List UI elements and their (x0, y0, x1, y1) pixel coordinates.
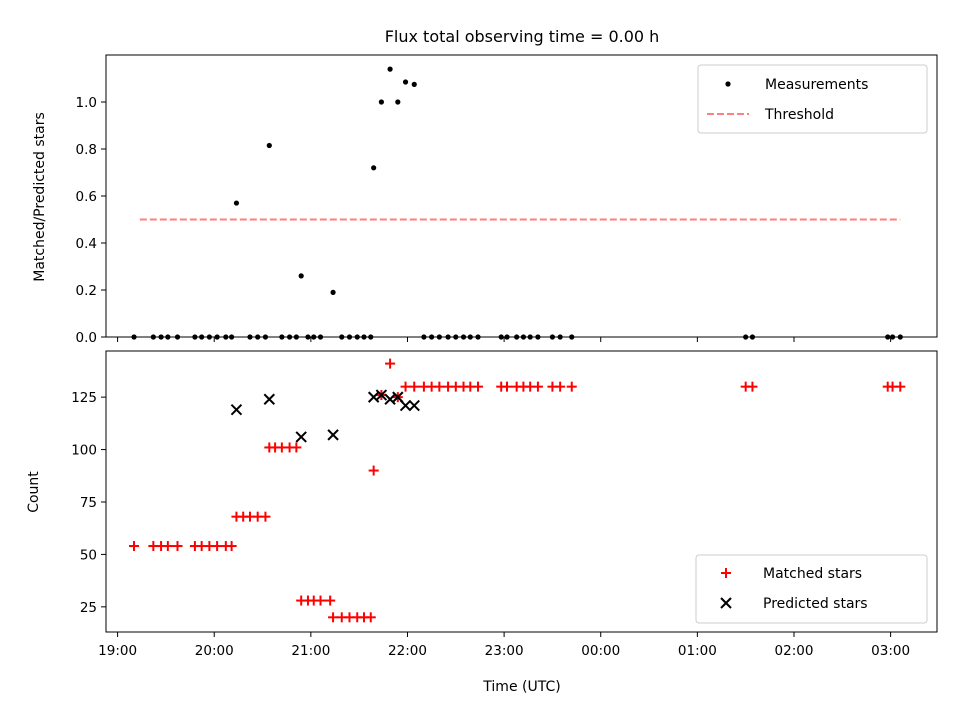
x-tick-label: 03:00 (871, 643, 910, 659)
measurement-point (402, 79, 409, 85)
measurement-point (378, 99, 384, 105)
x-tick-label: 21:00 (291, 643, 330, 659)
matched-star-point (502, 381, 513, 392)
top-y-tick-label: 1.0 (76, 95, 97, 111)
bottom-panel: 25 50 75 100 125 19:00 20:00 21:00 22:00 23:00 00:… (71, 350, 938, 659)
x-tick-label: 19:00 (98, 643, 137, 659)
matched-star-point (328, 612, 339, 623)
top-legend-frame (697, 64, 928, 134)
legend-matched-marker (721, 568, 731, 578)
measurement-point (330, 289, 336, 295)
legend-predicted-marker (720, 597, 732, 609)
matched-star-point (172, 541, 183, 552)
predicted-star-point (230, 404, 243, 416)
top-legend: Measurements Threshold (697, 64, 928, 134)
bottom-y-tick-label: 125 (71, 390, 97, 406)
measurement-point (266, 142, 272, 149)
matched-star-point (325, 595, 336, 606)
legend-threshold-label: Threshold (764, 107, 834, 123)
matched-star-point (226, 541, 237, 552)
x-tick-label: 23:00 (485, 643, 524, 659)
top-y-tick-label: 0.4 (76, 236, 97, 252)
top-y-tick-label: 0.6 (76, 189, 97, 205)
matched-star-point (895, 381, 906, 392)
bottom-y-tick-label: 75 (80, 495, 97, 511)
matched-star-point (129, 541, 140, 552)
top-y-tick-label: 0.8 (76, 142, 97, 158)
bottom-legend-frame (695, 554, 928, 624)
bottom-y-axis-label: Count (26, 471, 42, 513)
matched-star-point (555, 381, 566, 392)
chart-title: Flux total observing time = 0.00 h (385, 27, 660, 46)
matched-star-point (368, 465, 379, 476)
top-y-tick-label: 0.2 (76, 283, 97, 299)
x-tick-label: 20:00 (195, 643, 234, 659)
bottom-y-tick-label: 100 (71, 443, 97, 459)
predicted-star-point (327, 429, 339, 441)
predicted-star-point (408, 399, 420, 412)
matched-star-point (291, 442, 302, 453)
matched-star-point (566, 381, 577, 392)
predicted-star-point (263, 393, 276, 405)
bottom-y-tick-label: 25 (80, 600, 97, 616)
matched-star-point (260, 511, 271, 522)
matched-star-point (409, 381, 420, 392)
measurement-point (411, 81, 417, 87)
matched-star-point (162, 541, 173, 552)
measurement-point (233, 200, 240, 206)
bottom-legend: Matched stars Predicted stars (695, 554, 928, 624)
predicted-star-point (399, 399, 412, 412)
legend-matched-label: Matched stars (763, 566, 862, 582)
measurement-point (395, 99, 401, 105)
x-tick-label: 00:00 (581, 643, 620, 659)
top-panel: 0.0 0.2 0.4 0.6 0.8 1.0 (76, 54, 938, 346)
top-y-axis-label: Matched/Predicted stars (32, 112, 48, 282)
matched-star-point (532, 381, 543, 392)
matched-star-point (365, 612, 376, 623)
top-y-tick-label: 0.0 (76, 330, 97, 346)
matched-star-point (212, 541, 223, 552)
legend-measurements-label: Measurements (765, 77, 868, 93)
matched-star-point (385, 358, 396, 369)
matched-star-point (747, 381, 758, 392)
measurement-point (298, 273, 304, 279)
legend-measurements-marker (725, 81, 731, 87)
measurement-point (371, 165, 377, 171)
legend-predicted-label: Predicted stars (763, 596, 868, 612)
predicted-star-point (295, 431, 307, 443)
matched-star-point (434, 381, 445, 392)
x-axis-label: Time (UTC) (482, 679, 560, 695)
matched-star-point (315, 595, 326, 606)
bottom-y-tick-label: 50 (80, 547, 97, 563)
x-tick-label: 01:00 (678, 643, 717, 659)
matched-star-point (473, 381, 484, 392)
x-tick-label: 22:00 (388, 643, 427, 659)
matched-star-point (400, 381, 411, 392)
x-tick-label: 02:00 (775, 643, 814, 659)
predicted-star-point (375, 389, 388, 401)
measurement-point (387, 66, 393, 72)
bottom-plot-frame (105, 350, 938, 633)
